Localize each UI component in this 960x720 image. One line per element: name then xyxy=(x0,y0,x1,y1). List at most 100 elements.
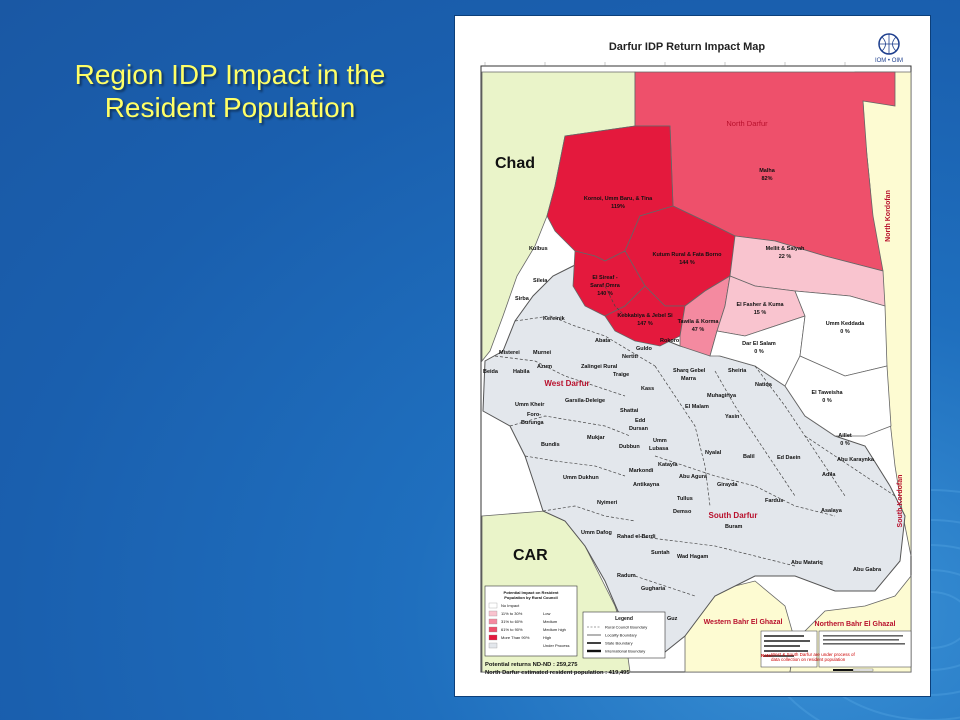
locality-dubbun: Dubbun xyxy=(619,444,640,450)
locality-guz: Guz xyxy=(667,616,678,622)
locality-garsila: Garsila-Deleige xyxy=(565,398,605,404)
locality-yasin: Yasin xyxy=(725,414,740,420)
impact-kutum-name: Kutum Rural & Fata Borno xyxy=(652,252,722,258)
impact-dar-el-salam-name: Dar El Salam xyxy=(742,341,776,347)
locality-bundis: Bundis xyxy=(541,442,560,448)
iom-logo: IOM • OIM xyxy=(875,33,903,64)
label-car: CAR xyxy=(513,547,548,564)
locality-abata: Abata xyxy=(595,338,611,344)
locality-dursan: Dursan xyxy=(629,426,649,432)
note-label: Note: xyxy=(761,653,773,658)
map-image: Darfur IDP Return Impact Map IOM • OIM C… xyxy=(455,16,930,696)
locality-sileia: Sileia xyxy=(533,278,548,284)
locality-umm-dafog: Umm Dafog xyxy=(581,530,612,536)
locality-azum: Azum xyxy=(537,364,552,370)
impact-kebkabiya-value: 147 % xyxy=(637,321,653,327)
impact-el-fasher-name: El Fasher & Kuma xyxy=(736,302,784,308)
locality-foro: Foro- xyxy=(527,412,541,418)
region-el-taweisha xyxy=(784,355,892,437)
locality-edd: Edd xyxy=(635,418,645,424)
impact-el-sireaf-name-2: Saraf Omra xyxy=(590,283,621,289)
locality-shattai: Shattai xyxy=(620,408,639,414)
impact-el-taweisha-value: 0 % xyxy=(822,398,832,404)
slide-title: Region IDP Impact in the Resident Popula… xyxy=(74,59,386,123)
darfur-map: Darfur IDP Return Impact Map IOM • OIM C… xyxy=(480,33,912,676)
impact-legend: Potential Impact on Resident Population … xyxy=(484,585,578,657)
locality-rokoro: Rokoro xyxy=(660,338,680,344)
impact-tawila-value: 47 % xyxy=(692,327,705,333)
impact-aillet-name: Aillet xyxy=(838,433,852,439)
locality-fardus: Fardus xyxy=(765,498,783,504)
locality-abu-matariq: Abu Matariq xyxy=(791,560,823,566)
locality-nyalal: Nyalal xyxy=(705,450,722,456)
locality-rahad: Rahad el Berdi xyxy=(617,534,656,540)
iom-logo-text: IOM • OIM xyxy=(875,58,903,64)
impact-legend-title-2: Population by Rural Council xyxy=(504,595,558,600)
impact-tawila-name: Tawila & Korma xyxy=(678,319,720,325)
locality-markondi: Markondi xyxy=(629,468,654,474)
impact-malha-value: 82% xyxy=(761,176,772,182)
locality-sirba: Sirba xyxy=(515,296,530,302)
locality-sheiria: Sheiria xyxy=(728,368,747,374)
impact-el-fasher-value: 15 % xyxy=(754,310,767,316)
locality-gugharia: Gugharia xyxy=(641,586,666,592)
note-text-wrap: West & South Darfur are under process of… xyxy=(771,652,855,662)
map-title: Darfur IDP Return Impact Map xyxy=(609,41,766,53)
locality-mukjar: Mukjar xyxy=(587,435,606,441)
locality-abu-agura: Abu Agura xyxy=(679,474,708,480)
impact-umm-keddada-name: Umm Keddada xyxy=(826,321,865,327)
impact-kornoi-value: 119% xyxy=(611,204,625,210)
locality-burunga: Burunga xyxy=(521,420,545,426)
locality-marra: Marra xyxy=(681,376,697,382)
locality-muhagiriya: Muhagiriya xyxy=(707,393,737,399)
impact-el-sireaf-value: 140 % xyxy=(597,291,613,297)
impact-legend-level: Under Process xyxy=(543,643,569,648)
impact-umm-keddada-value: 0 % xyxy=(840,329,850,335)
locality-murnei: Murnei xyxy=(533,350,552,356)
locality-tullus: Tullus xyxy=(677,496,693,502)
locality-guldo: Guldo xyxy=(636,346,653,352)
impact-legend-range: 31% to 60% xyxy=(501,619,523,624)
impact-legend-level: Medium xyxy=(543,619,558,624)
line-legend-item: International Boundary xyxy=(605,649,645,654)
locality-traige: Traige xyxy=(613,372,629,378)
impact-kebkabiya-name: Kebkabiya & Jebel Si xyxy=(617,313,673,319)
impact-legend-swatch xyxy=(488,610,498,617)
impact-aillet-value: 0 % xyxy=(840,441,850,447)
locality-sharq-gebel: Sharq Gebel xyxy=(673,368,706,374)
locality-adila: Adila xyxy=(822,472,836,478)
line-legend-item: Locality Boundary xyxy=(605,633,637,638)
locality-wad-hagam: Wad Hagam xyxy=(677,554,708,560)
locality-habila: Habila xyxy=(513,369,530,375)
label-north-darfur: North Darfur xyxy=(726,119,768,128)
locality-katayla: Katayla xyxy=(658,462,679,468)
locality-natiqa: Natiqa xyxy=(755,382,773,388)
impact-legend-range: 61% to 90% xyxy=(501,627,523,632)
locality-umm-kheir: Umm Kheir xyxy=(515,402,545,408)
line-legend-item: Rural Council Boundary xyxy=(605,625,647,630)
line-legend-item: State Boundary xyxy=(605,641,633,646)
locality-radum: Radum xyxy=(617,573,636,579)
impact-mellit-name: Mellit & Saiyah xyxy=(766,246,805,252)
line-legend-title: Legend xyxy=(615,616,633,622)
impact-legend-swatch xyxy=(488,642,498,649)
impact-kutum-value: 144 % xyxy=(679,260,695,266)
locality-buram: Buram xyxy=(725,524,743,530)
impact-dar-el-salam-value: 0 % xyxy=(754,349,764,355)
impact-legend-range: 11% to 30% xyxy=(501,611,523,616)
locality-umm: Umm xyxy=(653,438,667,444)
locality-ed-daein: Ed Daein xyxy=(777,455,801,461)
label-northern-bahr: Northern Bahr El Ghazal xyxy=(815,621,896,628)
locality-kass: Kass xyxy=(641,386,654,392)
impact-legend-swatch xyxy=(488,618,498,625)
impact-legend-swatch xyxy=(488,626,498,633)
note-text: West & South Darfur are under process of… xyxy=(771,652,855,662)
impact-mellit-value: 22 % xyxy=(779,254,792,260)
locality-kulbus: Kulbus xyxy=(529,246,548,252)
locality-kereinik: Kereinik xyxy=(543,316,566,322)
impact-legend-level: Medium high xyxy=(543,627,566,632)
impact-el-taweisha-name: El Taweisha xyxy=(811,390,843,396)
locality-antikayna: Antikayna xyxy=(633,482,660,488)
impact-legend-level: High xyxy=(543,635,551,640)
stats-returns: Potential returns ND-ND : 259,275 xyxy=(485,662,578,668)
